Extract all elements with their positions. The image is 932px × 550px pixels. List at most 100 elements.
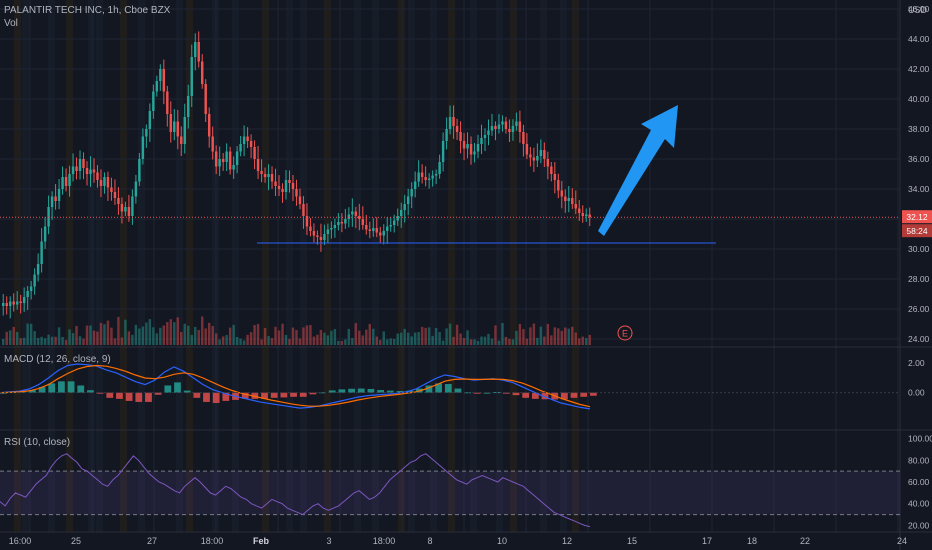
candle-body [379, 232, 382, 236]
price-tick-label: 30.00 [908, 244, 930, 254]
macd-histogram-bar [67, 381, 75, 393]
time-axis[interactable]: 16:00 25 27 18:00 Feb 3 18:00 8 10 12 15 17 18 22 24 [9, 536, 907, 546]
macd-histogram-bar [164, 385, 172, 393]
macd-tick-label: 2.00 [908, 358, 925, 368]
candle-body [340, 222, 344, 224]
volume-bar [92, 330, 96, 345]
time-tick-label: 10 [497, 536, 507, 546]
candle-body [5, 303, 8, 306]
candle-body [389, 225, 392, 227]
volume-bar [578, 338, 581, 345]
price-tick-label: 34.00 [908, 184, 930, 194]
volume-bar [155, 333, 159, 345]
candle-body [368, 229, 372, 231]
volume-bar [445, 328, 448, 345]
candle-body [43, 226, 47, 242]
volume-bar [173, 322, 176, 345]
session-stripe [572, 0, 579, 532]
candle-body [351, 211, 354, 215]
session-stripe [510, 0, 517, 532]
volume-bar [166, 322, 169, 345]
volume-bar [253, 325, 256, 345]
candle-body [585, 214, 588, 216]
macd-histogram-bar [125, 392, 133, 401]
volume-bar [501, 323, 504, 345]
candle-body [536, 156, 539, 161]
time-tick-label: 3 [326, 536, 331, 546]
volume-label: Vol [4, 18, 18, 29]
volume-bar [284, 334, 288, 345]
session-stripe [408, 0, 415, 532]
candle-body [490, 126, 494, 131]
volume-bar [323, 332, 326, 345]
symbol-title[interactable]: PALANTIR TECH INC, 1h, Cboe BZX [4, 5, 171, 16]
volume-bar [19, 338, 22, 345]
candle-body [501, 121, 504, 125]
price-tick-label: 26.00 [908, 304, 930, 314]
volume-bar [249, 332, 253, 345]
candle-body [358, 216, 361, 219]
rsi-tick-label: 20.00 [908, 520, 930, 530]
volume-bar [291, 327, 295, 345]
macd-histogram-bar [386, 390, 394, 393]
candle-body [183, 117, 186, 144]
price-tags: 32.12 58:24 [902, 210, 932, 238]
grid-lines [0, 0, 900, 532]
candle-body [228, 151, 232, 170]
session-stripe [138, 0, 145, 532]
candle-body [375, 228, 378, 233]
volume-bar [187, 325, 190, 345]
candle-body [588, 214, 591, 218]
volume-bar [54, 336, 57, 345]
volume-bar [581, 336, 584, 345]
session-stripe [66, 0, 73, 532]
rsi-title[interactable]: RSI (10, close) [4, 437, 71, 448]
volume-bar [242, 340, 246, 345]
volume-bar [239, 338, 242, 345]
candle-body [40, 241, 43, 264]
volume-bar [427, 327, 431, 345]
volume-bar [399, 332, 403, 345]
candle-body [242, 136, 246, 144]
session-stripe [324, 0, 331, 532]
volume-bar [473, 339, 476, 345]
volume-bar [393, 338, 396, 345]
volume-bar [511, 339, 515, 345]
volume-bar [85, 325, 89, 345]
macd-histogram-bar [338, 389, 346, 393]
candle-body [434, 174, 438, 176]
time-tick-label: 8 [427, 536, 432, 546]
candle-body [424, 177, 427, 180]
candle-body [462, 141, 466, 149]
arrow-shape [598, 105, 678, 236]
volume-bar [487, 333, 490, 345]
candle-body [518, 121, 522, 132]
volume-bar [180, 332, 183, 345]
macd-histogram-bar [483, 392, 491, 394]
macd-histogram-bar [454, 388, 462, 393]
rsi-tick-label: 60.00 [908, 477, 930, 487]
candle-body [113, 192, 117, 198]
volume-bar [64, 340, 68, 345]
volume-bar [372, 328, 375, 345]
price-axis[interactable]: 24.0026.0028.0030.0032.0034.0036.0038.00… [908, 4, 932, 530]
volume-bar [176, 317, 179, 345]
volume-bar [337, 340, 340, 345]
macd-histogram-bar [435, 383, 443, 393]
candle-body [71, 166, 75, 174]
macd-histogram-bar [174, 382, 181, 393]
volume-bar [47, 334, 50, 345]
candle-body [277, 186, 281, 189]
candle-body [169, 114, 173, 132]
macd-histogram-bar [193, 392, 201, 398]
volume-bar [368, 323, 372, 345]
macd-title[interactable]: MACD (12, 26, close, 9) [4, 354, 111, 365]
macd-histogram-bar [406, 390, 413, 393]
macd-histogram-bar [87, 390, 94, 393]
volume-bar [354, 323, 358, 345]
volume-bar [382, 331, 385, 345]
volume-bar [448, 323, 452, 345]
macd-histogram-bar [290, 392, 297, 397]
candle-body [2, 303, 5, 306]
candle-body [427, 178, 431, 180]
